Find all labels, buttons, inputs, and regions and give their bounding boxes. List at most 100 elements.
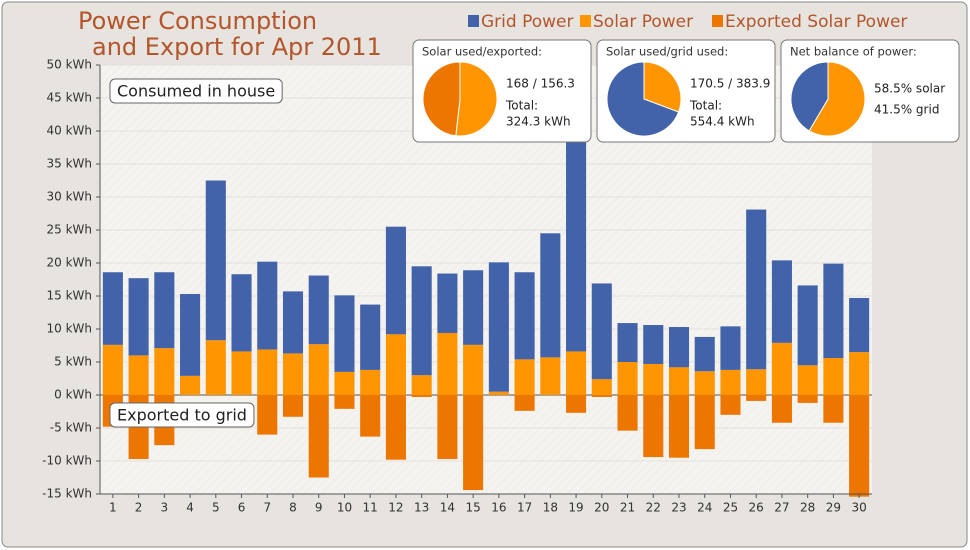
pie-slice (643, 61, 682, 113)
bar (231, 351, 252, 395)
bar (643, 395, 664, 458)
bar (308, 275, 329, 345)
pie-title: Solar used/grid used: (606, 45, 728, 59)
y-tick-label: 50 kWh (46, 58, 92, 72)
x-tick-label: 30 (851, 501, 866, 515)
bar (617, 395, 638, 431)
bar (385, 226, 406, 335)
x-tick-label: 17 (517, 501, 532, 515)
bar (463, 270, 484, 345)
bar (463, 395, 484, 491)
y-tick-label: 25 kWh (46, 223, 92, 237)
x-tick-label: 22 (646, 501, 661, 515)
bar (694, 336, 715, 372)
x-tick-label: 18 (543, 501, 558, 515)
bar (205, 180, 226, 341)
x-tick-label: 10 (337, 501, 352, 515)
x-tick-label: 28 (800, 501, 815, 515)
y-tick-label: 5 kWh (54, 355, 92, 369)
bar (849, 395, 870, 497)
x-tick-label: 5 (212, 501, 220, 515)
bar (566, 351, 587, 395)
bar (591, 395, 612, 397)
bar (128, 355, 149, 395)
x-tick-label: 21 (620, 501, 635, 515)
bar (540, 357, 561, 395)
bar (360, 395, 381, 437)
legend-swatch (468, 15, 479, 27)
bar (694, 371, 715, 395)
x-tick-label: 14 (440, 501, 455, 515)
bar (128, 278, 149, 356)
bar (771, 342, 792, 395)
pie-slice (455, 61, 498, 137)
bar (437, 395, 458, 460)
bar (514, 395, 535, 411)
pie-slice (808, 61, 866, 137)
annotation-text: Consumed in house (117, 82, 275, 101)
bar (154, 272, 175, 349)
x-tick-label: 13 (414, 501, 429, 515)
bar (746, 209, 767, 370)
pie-panel: Net balance of power: 58.5% solar 41.5% gr… (780, 39, 960, 143)
x-tick-label: 26 (749, 501, 764, 515)
y-tick-label: 10 kWh (46, 322, 92, 336)
bar (591, 379, 612, 395)
legend-label: Grid Power (481, 12, 573, 32)
bar (823, 395, 844, 423)
bar (849, 352, 870, 395)
bar (102, 272, 123, 345)
x-tick-label: 29 (826, 501, 841, 515)
bar (437, 332, 458, 395)
bar (180, 294, 201, 376)
pie-title: Solar used/exported: (422, 45, 542, 59)
pie-title: Net balance of power: (790, 45, 917, 59)
pie-text: Total: (505, 99, 538, 113)
bar (385, 334, 406, 395)
x-tick-label: 2 (135, 501, 143, 515)
y-tick-label: 15 kWh (46, 289, 92, 303)
x-tick-label: 7 (263, 501, 271, 515)
x-tick-label: 3 (161, 501, 169, 515)
bar (668, 367, 690, 395)
bar (746, 369, 767, 395)
bar (308, 395, 329, 478)
legend-label: Exported Solar Power (725, 12, 907, 32)
annotation-box (109, 402, 255, 428)
pie-slice (422, 61, 461, 137)
bar (566, 131, 587, 352)
bar (385, 395, 406, 460)
pie-text: 324.3 kWh (506, 115, 571, 129)
pie-text: Total: (689, 99, 722, 113)
bar (566, 395, 587, 413)
bar (797, 285, 818, 366)
legend-swatch (580, 15, 591, 27)
y-tick-label: -5 kWh (50, 421, 92, 435)
pie-slice (790, 61, 829, 132)
x-tick-label: 6 (238, 501, 246, 515)
bar (437, 273, 458, 333)
legend-swatch (712, 15, 723, 27)
y-tick-label: -15 kWh (42, 487, 92, 501)
pie-text: 170.5 / 383.9 (690, 77, 770, 91)
bar (257, 261, 278, 350)
annotation-text: Exported to grid (117, 406, 247, 425)
y-tick-label: 45 kWh (46, 91, 92, 105)
x-tick-label: 4 (186, 501, 194, 515)
bar (797, 395, 818, 403)
bar (514, 359, 535, 395)
bar (282, 291, 304, 354)
bar (411, 266, 432, 376)
bar (823, 358, 844, 395)
x-tick-label: 27 (774, 501, 789, 515)
x-tick-label: 11 (363, 501, 378, 515)
x-tick-label: 16 (491, 501, 506, 515)
bar (514, 272, 535, 360)
bar (334, 395, 355, 409)
bar (231, 274, 252, 352)
bar (180, 375, 201, 395)
x-tick-label: 20 (594, 501, 609, 515)
bar (694, 395, 715, 450)
bar (771, 395, 792, 423)
